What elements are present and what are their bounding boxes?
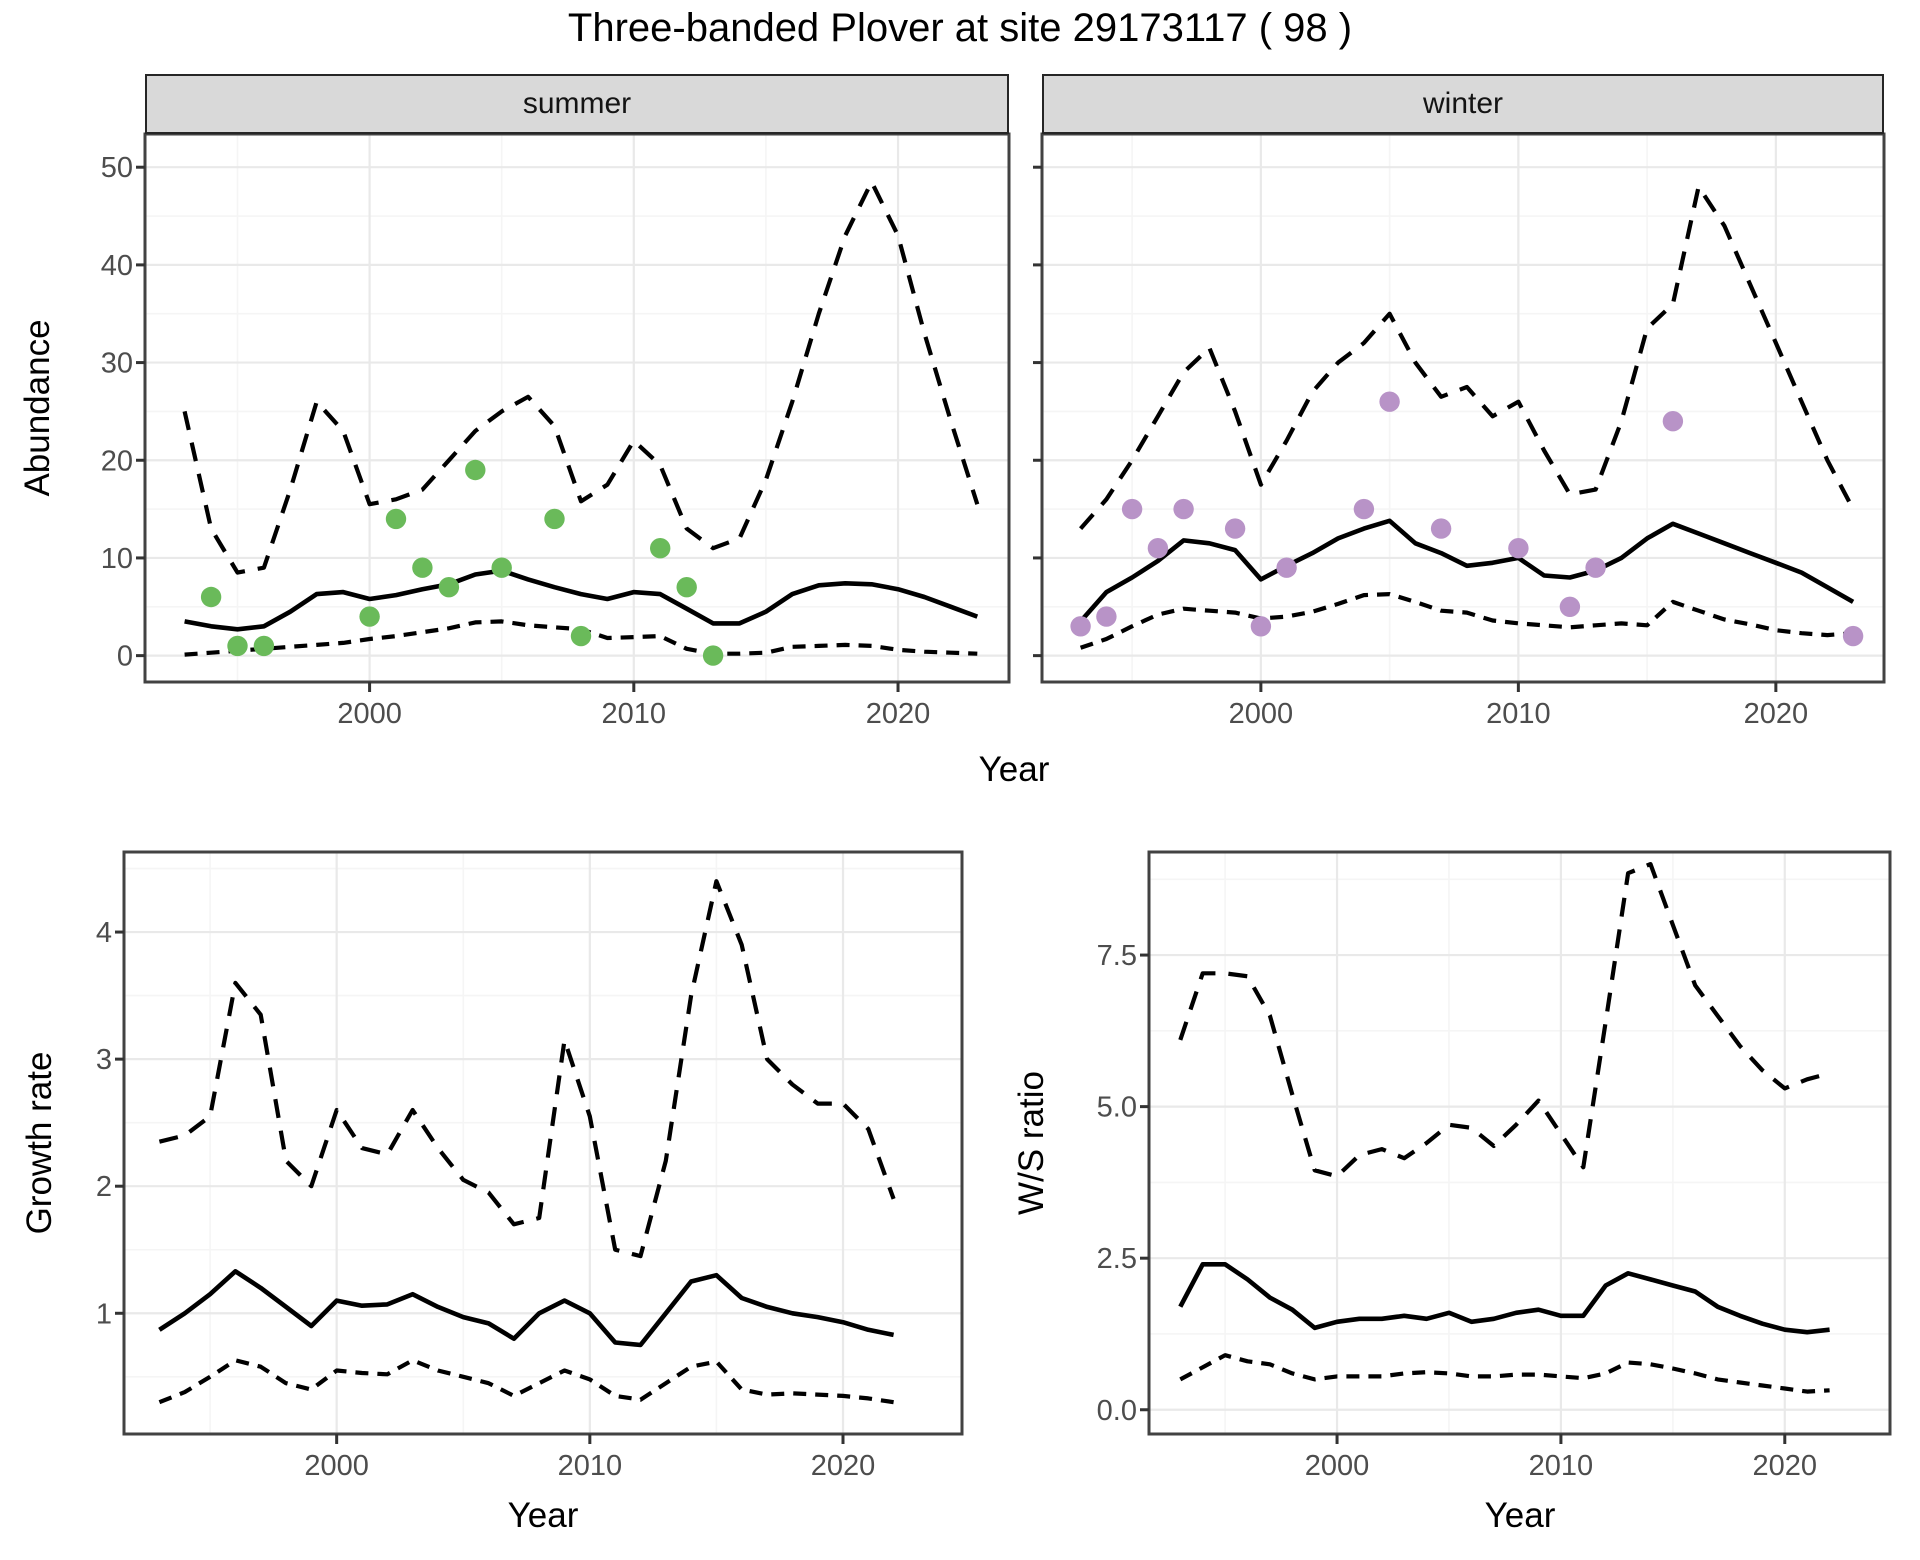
series-upper_ci xyxy=(182,179,980,575)
series-upper_ci xyxy=(1178,862,1831,1179)
panel-abundance_winter: 2000 2010 2020 xyxy=(1033,132,1886,730)
panel-border xyxy=(143,132,1011,684)
data-point-observed_abundance_winter xyxy=(1508,538,1529,559)
x-axis-title-ws: Year xyxy=(1484,1496,1556,1535)
series-median xyxy=(184,568,979,632)
y-axis-title-growth: Growth rate xyxy=(20,1051,59,1235)
panel-background xyxy=(145,134,1009,682)
facet-strip-summer-label: summer xyxy=(522,87,632,120)
x-tick-label: 2020 xyxy=(866,698,931,730)
x-axis-title-top: Year xyxy=(978,750,1050,789)
x-tick-label: 2020 xyxy=(1744,698,1809,730)
x-tick-label: 2020 xyxy=(1753,1450,1818,1482)
x-tick-label: 2010 xyxy=(1486,698,1551,730)
data-point-observed_abundance_winter xyxy=(1121,498,1143,520)
data-point-observed_abundance_winter xyxy=(1276,557,1297,578)
panel-background xyxy=(1149,852,1890,1434)
y-tick-label: 4 xyxy=(96,917,112,949)
x-tick-label: 2000 xyxy=(304,1450,369,1482)
series-median xyxy=(1178,1262,1830,1335)
data-point-observed_abundance_winter xyxy=(1559,596,1581,617)
y-tick-label: 0 xyxy=(117,641,133,673)
facet-strip-winter-label: winter xyxy=(1422,87,1504,120)
y-tick-label: 2 xyxy=(96,1171,112,1203)
data-point-observed_abundance_summer xyxy=(570,625,592,647)
data-point-observed_abundance_summer xyxy=(253,635,275,657)
data-point-observed_abundance_summer xyxy=(544,508,565,530)
panel-ws_ratio: 2000 2010 2020 0.0 2.5 5.0 7.5 xyxy=(1097,850,1892,1482)
panel-background xyxy=(1042,134,1884,682)
data-point-observed_abundance_winter xyxy=(1430,518,1452,539)
series-upper_ci xyxy=(158,879,896,1259)
data-point-observed_abundance_summer xyxy=(650,538,671,559)
series-lower_ci xyxy=(1079,592,1854,650)
data-point-observed_abundance_winter xyxy=(1353,498,1375,520)
y-tick-label: 3 xyxy=(96,1044,112,1076)
x-tick-label: 2000 xyxy=(1229,698,1294,730)
data-point-observed_abundance_winter xyxy=(1096,606,1117,627)
data-point-observed_abundance_winter xyxy=(1585,557,1606,578)
facet-strip-winter: winter xyxy=(1042,74,1884,134)
y-tick-label: 0.0 xyxy=(1097,1395,1137,1427)
data-point-observed_abundance_winter xyxy=(1842,625,1864,647)
y-tick-label: 30 xyxy=(101,348,133,380)
panel-growth_rate: 2000 2010 2020 1 2 3 4 xyxy=(96,850,964,1482)
data-point-observed_abundance_summer xyxy=(702,645,724,666)
data-point-observed_abundance_summer xyxy=(227,635,248,657)
data-point-observed_abundance_winter xyxy=(1379,391,1400,412)
y-axis-title-abundance: Abundance xyxy=(18,319,57,497)
panel-border xyxy=(1147,850,1892,1436)
data-point-observed_abundance_winter xyxy=(1070,616,1091,637)
x-tick-label: 2000 xyxy=(1305,1450,1370,1482)
x-tick-label: 2010 xyxy=(1529,1450,1594,1482)
data-point-observed_abundance_summer xyxy=(412,557,433,578)
panel-border xyxy=(122,850,964,1436)
x-tick-label: 2010 xyxy=(558,1450,623,1482)
data-point-observed_abundance_summer xyxy=(438,577,460,598)
y-tick-label: 50 xyxy=(101,152,133,184)
y-tick-label: 20 xyxy=(101,445,133,477)
data-point-observed_abundance_winter xyxy=(1224,518,1246,539)
chart-title: Three-banded Plover at site 29173117 ( 9… xyxy=(567,6,1353,50)
data-point-observed_abundance_winter xyxy=(1250,616,1272,637)
series-lower_ci xyxy=(158,1358,894,1405)
data-point-observed_abundance_winter xyxy=(1662,411,1684,432)
data-point-observed_abundance_winter xyxy=(1173,498,1194,520)
y-tick-label: 5.0 xyxy=(1097,1092,1137,1124)
y-tick-label: 1 xyxy=(96,1298,112,1330)
data-point-observed_abundance_summer xyxy=(385,508,407,530)
data-point-observed_abundance_summer xyxy=(359,606,380,627)
x-tick-label: 2020 xyxy=(811,1450,876,1482)
panel-border xyxy=(1040,132,1886,684)
y-axis-title-ws: W/S ratio xyxy=(1012,1071,1051,1215)
series-lower_ci xyxy=(1179,1353,1830,1394)
data-point-observed_abundance_summer xyxy=(200,586,222,608)
facet-strip-summer: summer xyxy=(145,74,1009,134)
panel-abundance_summer: 2000 2010 2020 0 10 20 30 40 50 xyxy=(101,132,1011,730)
x-axis-title-growth: Year xyxy=(507,1496,579,1535)
y-tick-label: 7.5 xyxy=(1097,940,1137,972)
y-tick-label: 40 xyxy=(101,250,133,282)
x-tick-label: 2010 xyxy=(602,698,667,730)
data-point-observed_abundance_summer xyxy=(676,577,697,598)
data-point-observed_abundance_summer xyxy=(491,557,512,578)
series-median xyxy=(158,1269,895,1348)
y-tick-label: 2.5 xyxy=(1097,1243,1137,1275)
series-upper_ci xyxy=(1079,184,1855,530)
series-median xyxy=(1078,518,1855,623)
data-point-observed_abundance_summer xyxy=(465,459,486,481)
y-tick-label: 10 xyxy=(101,543,133,575)
panel-background xyxy=(124,852,962,1434)
data-point-observed_abundance_winter xyxy=(1147,538,1169,559)
x-tick-label: 2000 xyxy=(337,698,402,730)
